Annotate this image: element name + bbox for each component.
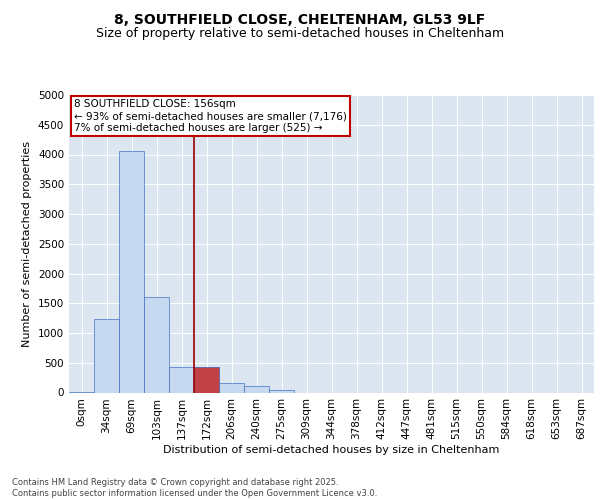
Text: 8, SOUTHFIELD CLOSE, CHELTENHAM, GL53 9LF: 8, SOUTHFIELD CLOSE, CHELTENHAM, GL53 9L… (115, 12, 485, 26)
Text: 8 SOUTHFIELD CLOSE: 156sqm
← 93% of semi-detached houses are smaller (7,176)
7% : 8 SOUTHFIELD CLOSE: 156sqm ← 93% of semi… (74, 100, 347, 132)
Bar (269, 390, 294, 392)
X-axis label: Distribution of semi-detached houses by size in Cheltenham: Distribution of semi-detached houses by … (163, 445, 500, 455)
Bar (219, 384, 244, 392)
Text: Size of property relative to semi-detached houses in Cheltenham: Size of property relative to semi-detach… (96, 28, 504, 40)
Bar (144, 298, 169, 392)
Bar (244, 386, 269, 392)
Bar (119, 151, 144, 392)
Bar (94, 320, 119, 392)
Text: Contains HM Land Registry data © Crown copyright and database right 2025.
Contai: Contains HM Land Registry data © Crown c… (12, 478, 377, 498)
Y-axis label: Number of semi-detached properties: Number of semi-detached properties (22, 141, 32, 347)
Bar (194, 367, 219, 392)
Bar (194, 367, 219, 392)
Bar (169, 367, 194, 392)
